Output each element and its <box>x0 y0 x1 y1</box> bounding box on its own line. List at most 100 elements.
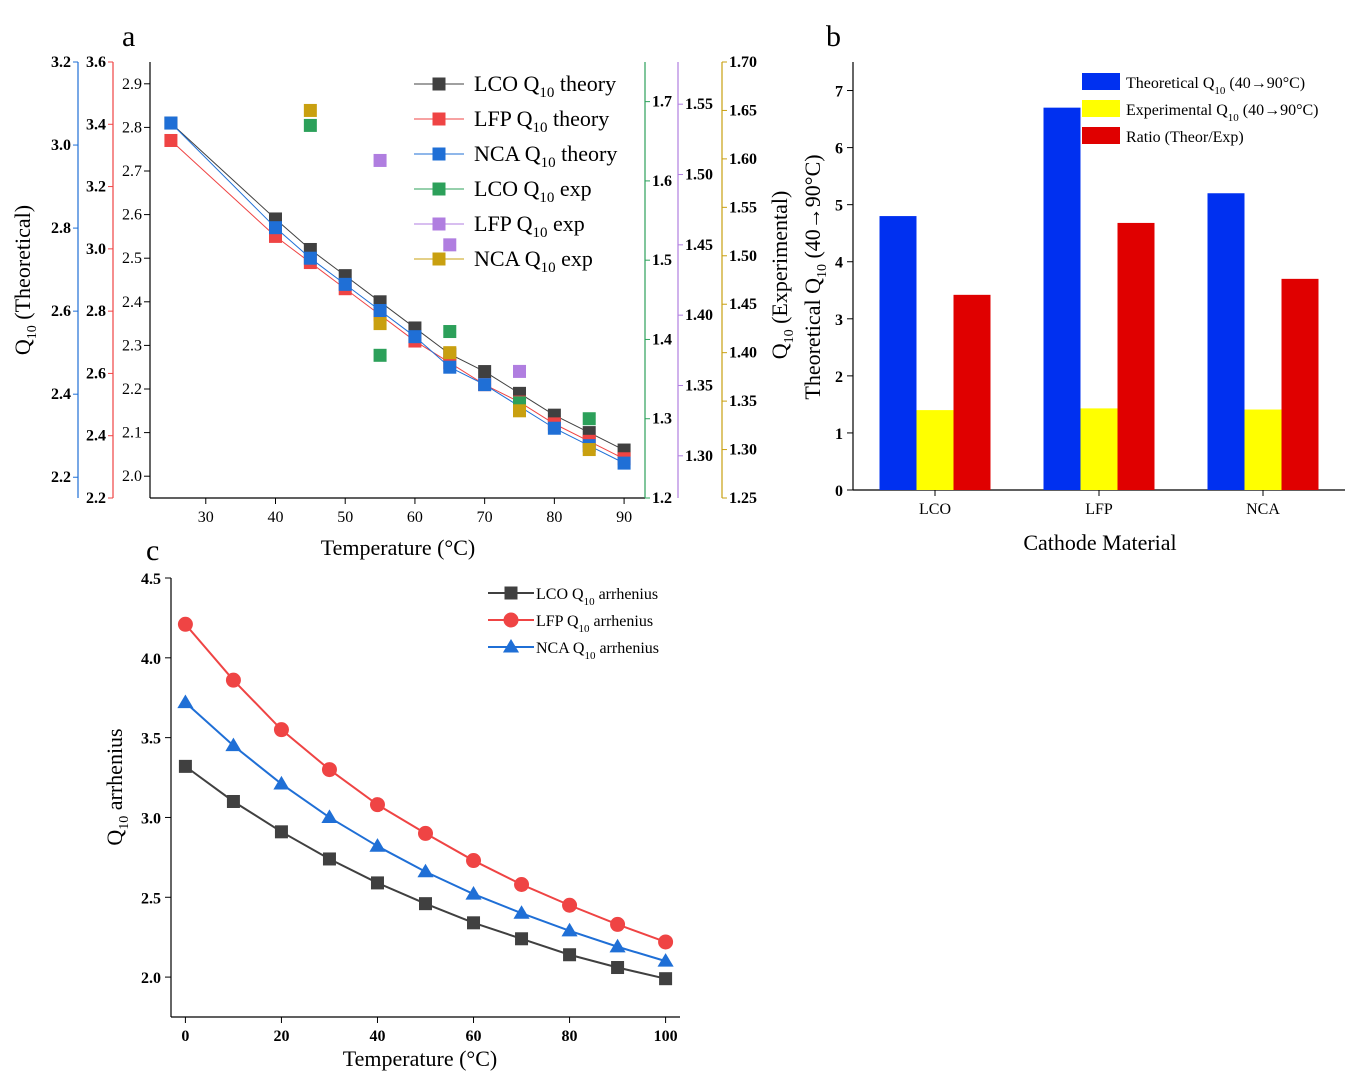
panel-a-lfp-axis-tick-label: 2.6 <box>86 365 106 382</box>
panel-a-point <box>338 277 352 291</box>
panel-a-point <box>164 133 178 147</box>
panel-a-point <box>617 456 631 470</box>
panel-b-bar <box>1207 193 1245 490</box>
panel-b: b 0 1 2 3 4 5 6 7 LCO LFP NCA Theoretical Q10 (40→… <box>800 20 1345 555</box>
panel-a-legend-label: LFP Q10 theory <box>474 106 609 136</box>
panel-a-point <box>513 404 527 418</box>
panel-a-x-tick-label: 60 <box>407 509 423 526</box>
panel-c-point <box>515 932 529 946</box>
panel-a-point <box>373 153 387 167</box>
panel-c-y-tick-label: 2.0 <box>141 970 161 987</box>
panel-a-x-tick-label: 40 <box>267 509 283 526</box>
panel-b-bar <box>1043 107 1081 491</box>
panel-b-xlabel: Cathode Material <box>1023 530 1176 555</box>
panel-c-point <box>562 897 578 913</box>
panel-c: c 0 20 40 60 80 100 2.0 2.5 3.0 3.5 4.0 4.5 LCO Q10… <box>102 534 680 1071</box>
panel-c-series-line <box>184 623 666 943</box>
panel-a-y-tick-label: 2.7 <box>122 163 142 180</box>
panel-c-point <box>177 694 194 709</box>
panel-c-point <box>609 938 626 953</box>
panel-a-nca-exp-axis-tick-label: 1.50 <box>729 248 757 265</box>
panel-a-lfp-exp-axis-tick-label: 1.40 <box>685 307 713 324</box>
panel-c-point <box>417 863 434 878</box>
panel-a-nca-exp-axis-tick-label: 1.60 <box>729 151 757 168</box>
panel-a-lfp-axis-tick-label: 2.4 <box>86 428 106 445</box>
panel-a-lco-exp-axis-tick-label: 1.5 <box>652 252 672 269</box>
panel-c-point <box>561 922 578 937</box>
panel-a-nca-exp-axis-tick-label: 1.55 <box>729 199 757 216</box>
panel-c-legend-marker <box>504 586 518 600</box>
panel-a: a 30 40 50 60 70 80 90 2.0 2.1 2.2 2.3 2.4 2.5 2.6 2.7… <box>10 20 797 560</box>
panel-b-legend-label: Experimental Q10 (40→90°C) <box>1126 102 1318 124</box>
panel-b-legend-swatch <box>1082 127 1120 144</box>
panel-a-point <box>373 317 387 331</box>
panel-a-point <box>268 221 282 235</box>
panel-c-legend-marker <box>502 638 520 653</box>
panel-a-y-tick-label: 2.5 <box>122 250 142 267</box>
panel-a-lfp-exp-axis-tick-label: 1.35 <box>685 377 713 394</box>
panel-b-y-tick-label: 6 <box>835 141 843 158</box>
panel-c-point <box>610 916 626 932</box>
panel-a-point <box>408 330 422 344</box>
panel-c-point <box>274 825 288 839</box>
panel-c-point <box>322 852 336 866</box>
panel-c-point <box>225 737 242 752</box>
panel-a-legend-marker <box>432 112 446 126</box>
panel-a-legend-marker <box>432 147 446 161</box>
panel-a-legend-label: NCA Q10 theory <box>474 141 617 171</box>
panel-a-nca-exp-axis-tick-label: 1.25 <box>729 490 757 507</box>
panel-a-lfp-axis-tick-label: 3.4 <box>86 116 106 133</box>
panel-b-bar <box>879 216 917 490</box>
panel-b-legend-swatch <box>1082 73 1120 90</box>
panel-b-legend: Theoretical Q10 (40→90°C) Experimental Q1… <box>1082 73 1318 146</box>
panel-c-point <box>467 916 481 930</box>
panel-c-legend: LCO Q10 arrhenius LFP Q10 arrhenius NCA Q1… <box>488 586 659 662</box>
panel-a-letter: a <box>122 20 135 53</box>
panel-b-y-tick-label: 5 <box>835 198 843 215</box>
panel-a-legend-label: LCO Q10 theory <box>474 71 616 101</box>
panel-b-y-tick-label: 0 <box>835 483 843 500</box>
panel-a-point <box>478 365 492 379</box>
panel-a-y-tick-label: 2.8 <box>122 119 142 136</box>
panel-a-legend-marker <box>432 182 446 196</box>
panel-c-point <box>321 762 337 778</box>
panel-c-point <box>369 838 386 852</box>
panel-c-point <box>177 616 193 632</box>
panel-c-x-tick-label: 60 <box>466 1028 482 1045</box>
panel-b-x-tick-label: LFP <box>1085 501 1113 518</box>
panel-b-legend-label: Theoretical Q10 (40→90°C) <box>1126 75 1305 97</box>
panel-a-lfp-exp-axis-tick-label: 1.45 <box>685 237 713 254</box>
panel-a-lco-exp-axis-tick-label: 1.6 <box>652 173 672 190</box>
panel-a-nca-exp-axis-tick-label: 1.35 <box>729 393 757 410</box>
panel-c-point <box>226 794 240 808</box>
panel-b-legend-label: Ratio (Theor/Exp) <box>1126 129 1244 146</box>
panel-a-nca-axis-tick-label: 2.6 <box>51 303 71 320</box>
panel-b-y-tick-label: 1 <box>835 426 843 443</box>
panel-a-point <box>443 325 457 339</box>
panel-b-y-tick-label: 3 <box>835 312 843 329</box>
panel-c-point <box>370 876 384 890</box>
panel-a-point <box>582 412 596 426</box>
panel-a-point <box>164 116 178 130</box>
panel-a-y-tick-label: 2.6 <box>122 207 142 224</box>
panel-b-x-tick-label: LCO <box>919 501 951 518</box>
panel-a-point <box>303 103 317 117</box>
panel-b-bar <box>1080 408 1118 490</box>
panel-c-x-tick-label: 100 <box>654 1028 678 1045</box>
panel-a-lfp-axis-tick-label: 3.2 <box>86 179 106 196</box>
panel-c-legend-label: NCA Q10 arrhenius <box>536 640 659 662</box>
panel-c-legend-label: LFP Q10 arrhenius <box>536 613 653 635</box>
panel-c-x-tick-label: 80 <box>562 1028 578 1045</box>
panel-a-point <box>478 378 492 392</box>
panel-a-x-tick-label: 30 <box>198 509 214 526</box>
panel-a-x-tick-label: 50 <box>337 509 353 526</box>
panel-a-nca-axis-tick-label: 2.2 <box>51 469 71 486</box>
panel-a-x-tick-label: 80 <box>546 509 562 526</box>
panel-a-y-tick-label: 2.9 <box>122 76 142 93</box>
panel-c-point <box>321 809 338 824</box>
panel-c-y-tick-label: 3.5 <box>141 731 161 748</box>
panel-a-point <box>443 346 457 360</box>
panel-a-lfp-exp-axis-tick-label: 1.50 <box>685 167 713 184</box>
panel-b-bar <box>1244 409 1282 490</box>
panel-a-point <box>547 421 561 435</box>
